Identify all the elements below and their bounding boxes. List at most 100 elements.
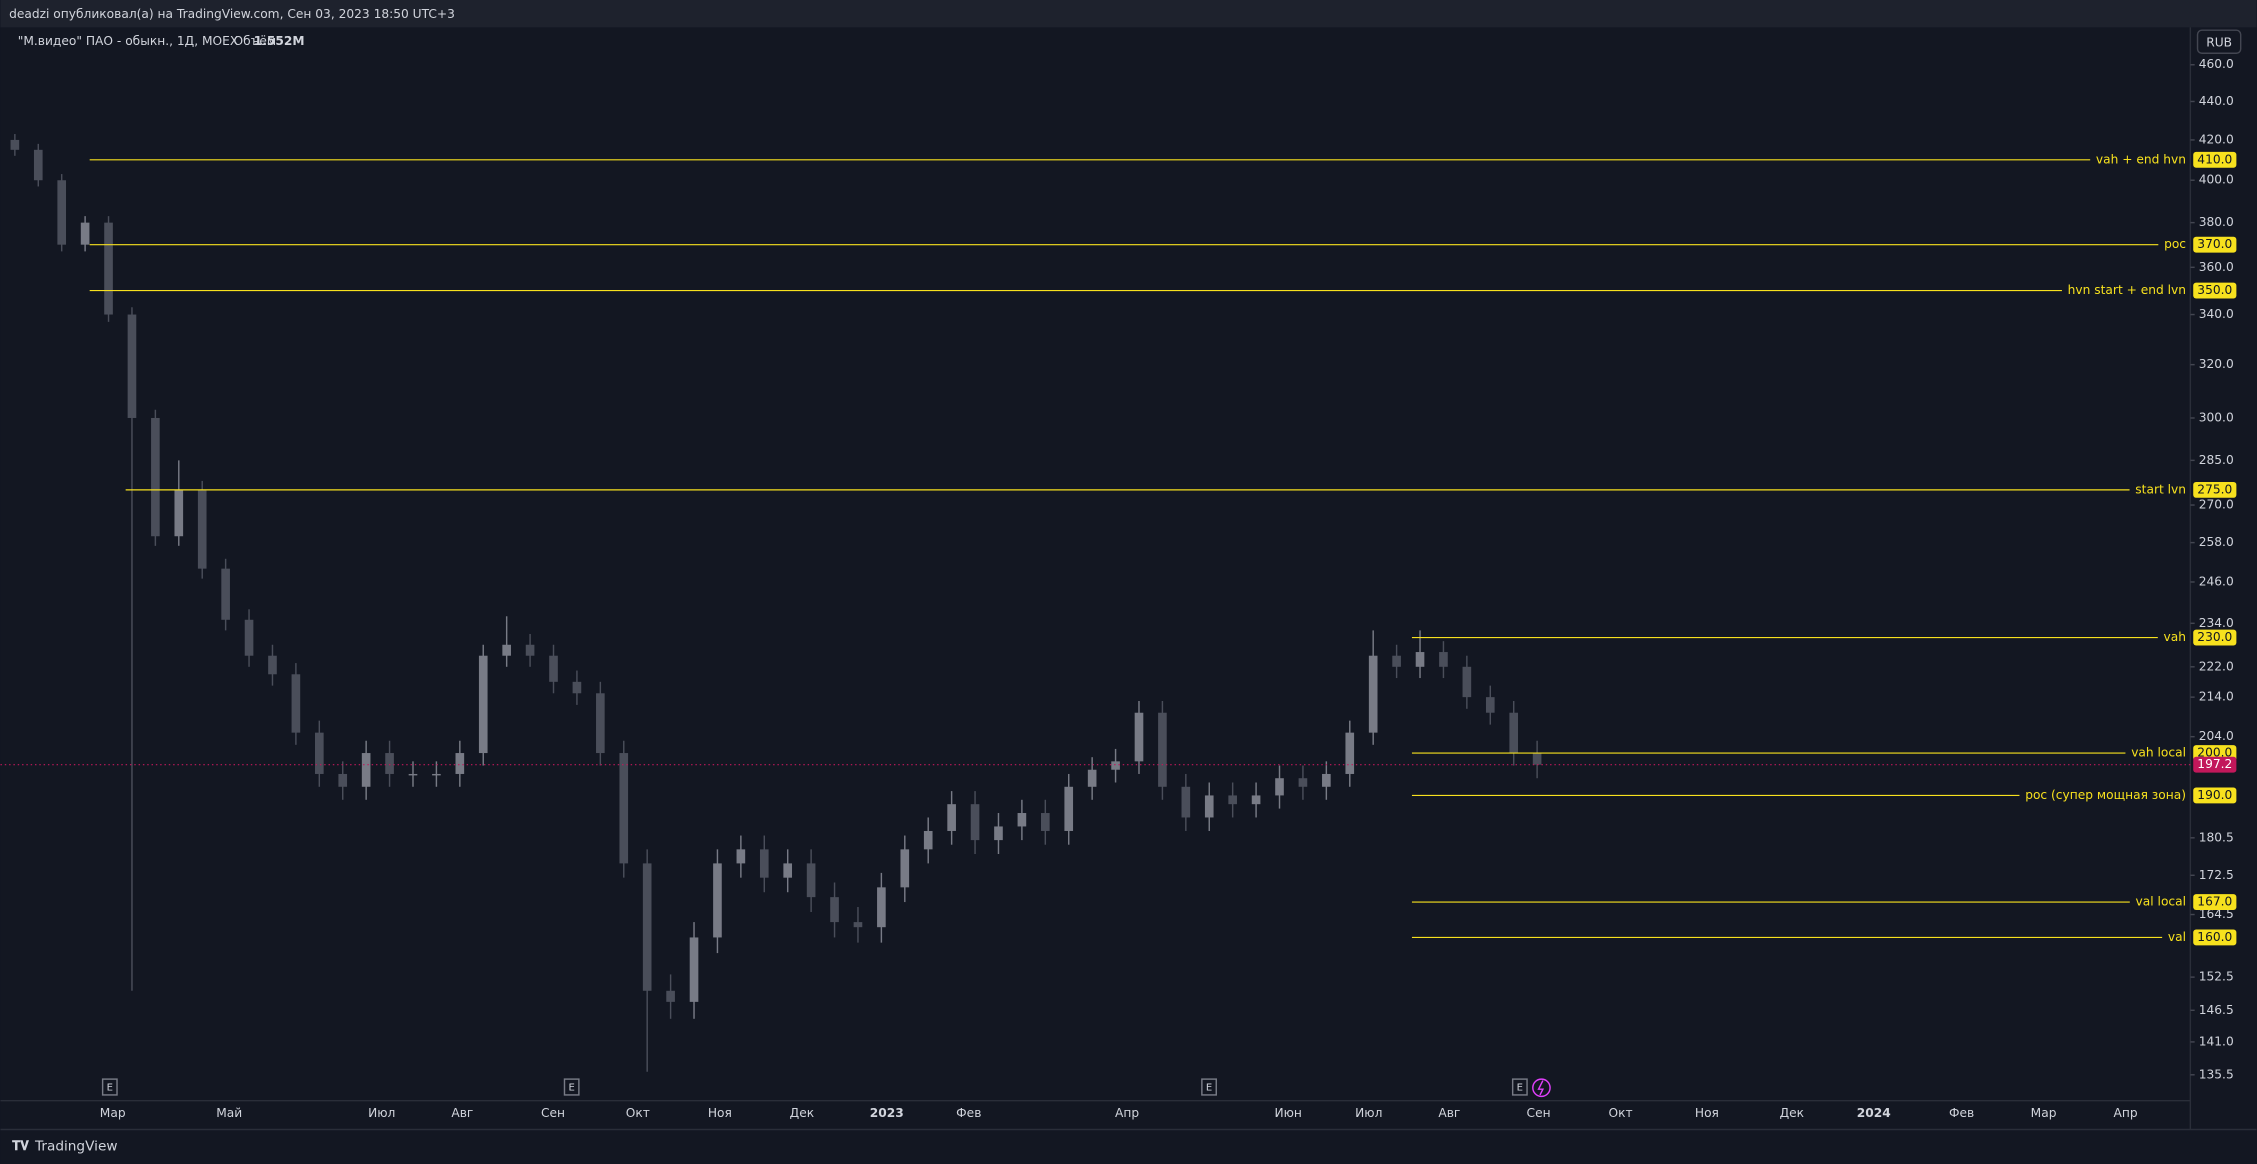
candle-body bbox=[314, 732, 324, 774]
event-label: E bbox=[107, 1083, 113, 1094]
level-price: 230.0 bbox=[2197, 630, 2232, 644]
candle-body bbox=[619, 753, 629, 864]
candle-body bbox=[268, 655, 277, 675]
candle-body bbox=[689, 937, 699, 1002]
x-tick-label: Июл bbox=[1355, 1106, 1382, 1120]
candle-body bbox=[525, 644, 535, 656]
y-tick-label: 141.0 bbox=[2199, 1034, 2234, 1048]
candle-body bbox=[1392, 655, 1401, 667]
currency[interactable]: RUB bbox=[2206, 36, 2232, 50]
currency-button[interactable] bbox=[2196, 29, 2242, 54]
level-price: 275.0 bbox=[2197, 482, 2232, 496]
y-tick-label: 152.5 bbox=[2199, 970, 2234, 984]
candle-body bbox=[104, 222, 113, 315]
candle-body bbox=[1322, 773, 1331, 787]
candle-body bbox=[1111, 761, 1120, 770]
level-price: 190.0 bbox=[2197, 788, 2232, 802]
candle-body bbox=[1017, 813, 1027, 827]
candle-body bbox=[197, 489, 207, 569]
brand[interactable]: TradingView bbox=[34, 1139, 118, 1155]
symbol-legend: "М.видео" ПАО - обыкн., 1Д, MOEX bbox=[18, 34, 239, 48]
candle-body bbox=[1345, 732, 1355, 774]
candle-body bbox=[10, 139, 20, 150]
level-price-box bbox=[2193, 629, 2237, 646]
level-name: poc (супер мощная зона) bbox=[2025, 788, 2186, 802]
x-tick-label: Сен bbox=[1527, 1106, 1551, 1120]
x-tick-label: Фев bbox=[1949, 1106, 1974, 1120]
event-box[interactable] bbox=[563, 1078, 580, 1096]
logo-mark: 𝐓𝐕 bbox=[12, 1139, 29, 1154]
level-price-box bbox=[2193, 929, 2237, 946]
dividend-bolt bbox=[1537, 1080, 1545, 1096]
x-tick-label: Май bbox=[216, 1106, 242, 1120]
x-tick-label: Июл bbox=[368, 1106, 395, 1120]
y-tick-label: 180.5 bbox=[2199, 830, 2234, 844]
candle-body bbox=[947, 804, 956, 831]
candle-body bbox=[970, 804, 980, 841]
candle-body bbox=[1485, 697, 1495, 713]
x-tick-label: Мар bbox=[100, 1106, 126, 1120]
event-label: E bbox=[1206, 1083, 1212, 1094]
level-price-box bbox=[2193, 787, 2237, 804]
y-tick-label: 172.5 bbox=[2199, 868, 2234, 882]
candle-body bbox=[783, 863, 793, 878]
candle-body bbox=[1251, 795, 1261, 805]
level-name: val local bbox=[2136, 895, 2186, 909]
candle-body bbox=[759, 849, 769, 878]
y-tick-label: 380.0 bbox=[2199, 215, 2234, 229]
candle-body bbox=[994, 826, 1003, 841]
event-box[interactable] bbox=[1511, 1078, 1528, 1096]
level-price: 200.0 bbox=[2197, 746, 2232, 760]
candle-body bbox=[1087, 769, 1097, 787]
level-price-box bbox=[2193, 151, 2237, 168]
level-price-box bbox=[2193, 236, 2237, 253]
candle-body bbox=[1228, 795, 1237, 805]
y-tick-label: 400.0 bbox=[2199, 173, 2234, 187]
y-tick-label: 204.0 bbox=[2199, 729, 2234, 743]
y-tick-label: 440.0 bbox=[2199, 94, 2234, 108]
candle-body bbox=[432, 773, 441, 776]
x-tick-label: Апр bbox=[2114, 1106, 2138, 1120]
event-label: E bbox=[1517, 1083, 1523, 1094]
candle-body bbox=[853, 922, 863, 928]
x-tick-label: Мар bbox=[2031, 1106, 2057, 1120]
candle-body bbox=[1204, 795, 1214, 818]
candle-body bbox=[502, 644, 511, 656]
level-price-box bbox=[2193, 894, 2237, 910]
x-tick-label: 2024 bbox=[1857, 1106, 1891, 1120]
y-tick-label: 360.0 bbox=[2199, 260, 2234, 274]
candle-body bbox=[713, 863, 722, 938]
x-tick-label: Окт bbox=[626, 1106, 650, 1120]
event-box[interactable] bbox=[101, 1078, 118, 1096]
y-tick-label: 320.0 bbox=[2199, 357, 2234, 371]
level-price: 370.0 bbox=[2197, 237, 2232, 251]
candle-body bbox=[1439, 652, 1448, 667]
y-tick-label: 340.0 bbox=[2199, 307, 2234, 321]
last-price-box bbox=[2193, 756, 2237, 773]
candle-body bbox=[361, 753, 371, 787]
level-name: vah bbox=[2164, 630, 2186, 644]
dividend-icon[interactable] bbox=[1532, 1078, 1551, 1098]
y-tick-label: 460.0 bbox=[2199, 57, 2234, 71]
candle-body bbox=[596, 693, 605, 754]
x-tick-label: Сен bbox=[541, 1106, 565, 1120]
candle-body bbox=[666, 990, 675, 1002]
level-name: val bbox=[2168, 930, 2186, 944]
candle-body bbox=[1040, 813, 1050, 831]
level-price: 350.0 bbox=[2197, 283, 2232, 297]
level-name: start lvn bbox=[2135, 482, 2186, 496]
y-tick-label: 214.0 bbox=[2199, 690, 2234, 704]
x-tick-label: Апр bbox=[1115, 1106, 1139, 1120]
level-price-box bbox=[2193, 282, 2237, 299]
level-name: poc bbox=[2164, 237, 2186, 251]
candle-body bbox=[174, 489, 184, 537]
y-tick-label: 135.5 bbox=[2199, 1067, 2234, 1081]
x-tick-label: Дек bbox=[790, 1106, 814, 1120]
event-box[interactable] bbox=[1201, 1078, 1217, 1096]
candle-body bbox=[455, 753, 465, 774]
candle-body bbox=[385, 753, 394, 774]
x-tick-label: Окт bbox=[1609, 1106, 1633, 1120]
x-tick-label: Фев bbox=[956, 1106, 981, 1120]
candle-body bbox=[221, 568, 230, 620]
